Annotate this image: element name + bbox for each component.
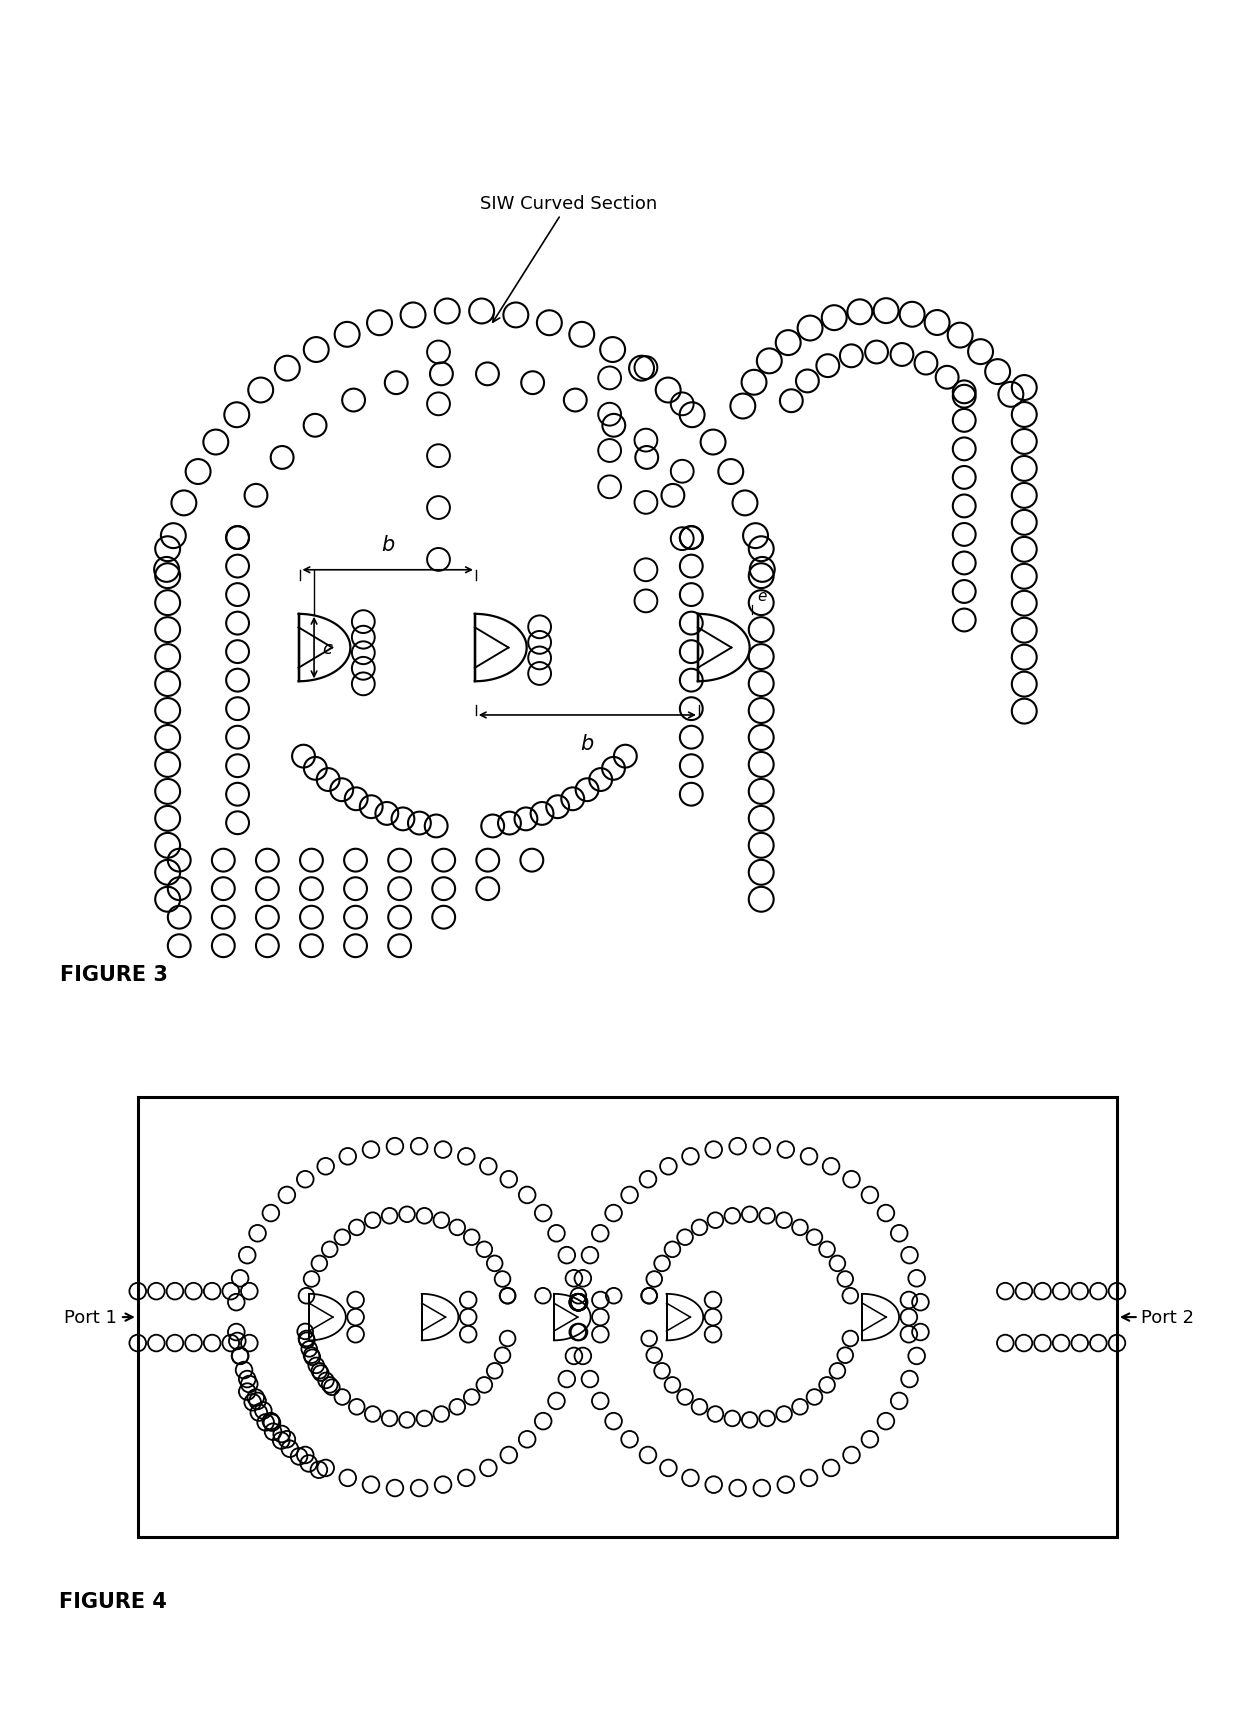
Text: Port 1: Port 1 <box>64 1308 133 1327</box>
Text: c: c <box>322 639 332 656</box>
Text: b: b <box>580 734 594 753</box>
Text: FIGURE 4: FIGURE 4 <box>60 1592 167 1611</box>
Text: e: e <box>758 589 766 605</box>
Text: FIGURE 3: FIGURE 3 <box>60 965 167 984</box>
Text: SIW Curved Section: SIW Curved Section <box>480 195 657 322</box>
Text: Port 2: Port 2 <box>1122 1308 1194 1327</box>
Text: b: b <box>381 534 394 555</box>
